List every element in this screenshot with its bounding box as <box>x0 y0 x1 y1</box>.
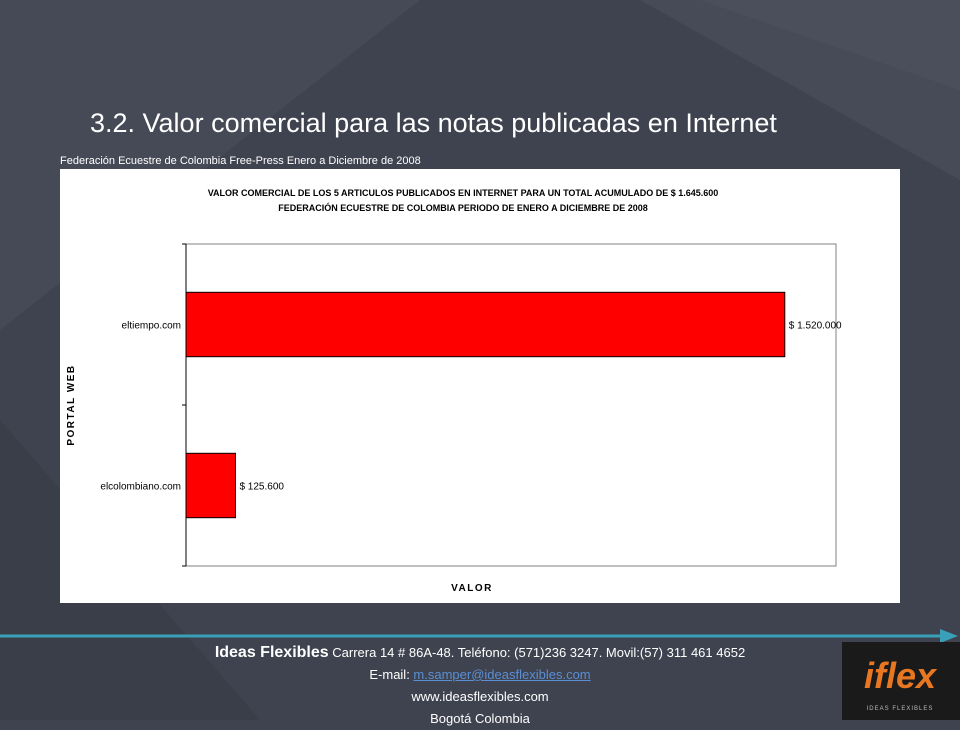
bar <box>185 452 236 519</box>
category-label: elcolombiano.com <box>100 482 181 493</box>
company-name: Ideas Flexibles <box>214 644 329 661</box>
slide-title: 3.2. Valor comercial para las notas publ… <box>90 108 777 138</box>
bar-chart: VALOR COMERCIAL DE LOS 5 ARTICULOS PUBLI… <box>66 188 842 594</box>
footer-email-line: E-mail: m.samper@ideasflexibles.com <box>0 664 960 686</box>
bar <box>185 291 786 358</box>
footer-address-line: Ideas Flexibles Carrera 14 # 86A-48. Tel… <box>0 642 960 664</box>
category-label: eltiempo.com <box>122 321 181 332</box>
company-address: Carrera 14 # 86A-48. Teléfono: (571)236 … <box>328 645 746 660</box>
iflex-logo: iflex IDEAS FLEXIBLES <box>842 642 960 720</box>
logo-tagline: IDEAS FLEXIBLES <box>867 706 934 712</box>
chart-container: VALOR COMERCIAL DE LOS 5 ARTICULOS PUBLI… <box>60 169 900 603</box>
bars-layer: eltiempo.com $ 1.520.000 elcolombiano.com $… <box>100 243 842 567</box>
footer: Ideas Flexibles Carrera 14 # 86A-48. Tel… <box>0 642 960 730</box>
data-label: $ 1.520.000 <box>789 321 842 332</box>
chart-subtitle: FEDERACIÓN ECUESTRE DE COLOMBIA PERIODO … <box>278 202 648 213</box>
logo-wordmark: iflex <box>864 655 938 696</box>
chart-title: VALOR COMERCIAL DE LOS 5 ARTICULOS PUBLI… <box>208 188 719 198</box>
website-text: www.ideasflexibles.com <box>411 689 549 704</box>
city-text: Bogotá Colombia <box>430 711 530 726</box>
footer-divider <box>0 629 958 643</box>
email-link[interactable]: m.samper@ideasflexibles.com <box>413 667 591 682</box>
slide-subtitle: Federación Ecuestre de Colombia Free-Pre… <box>60 155 421 167</box>
x-axis-title: VALOR <box>451 583 493 594</box>
data-label: $ 125.600 <box>239 482 284 493</box>
y-axis-title: PORTAL WEB <box>66 364 77 445</box>
email-prefix: E-mail: <box>369 667 414 682</box>
